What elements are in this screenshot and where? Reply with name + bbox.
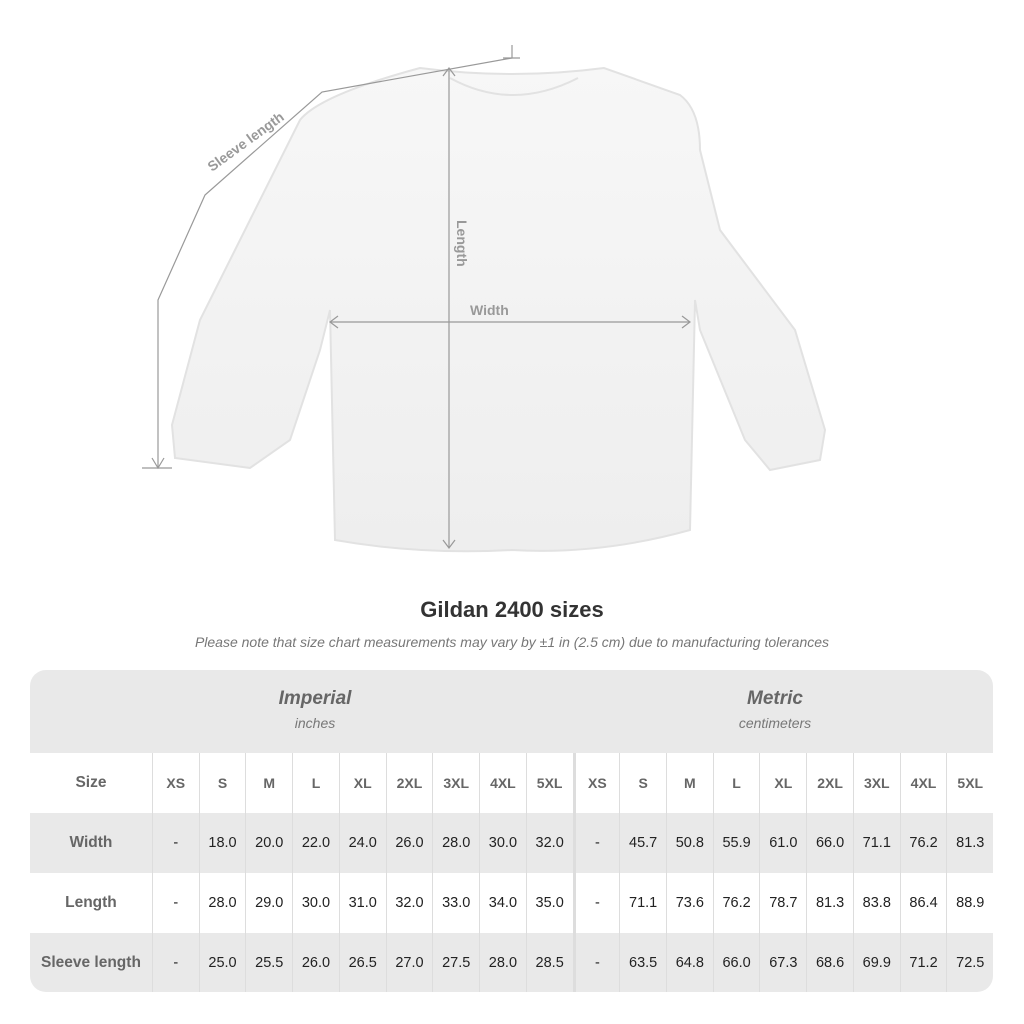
imperial-unit: inches	[294, 715, 336, 731]
imperial-cell: -	[151, 933, 199, 992]
imperial-size-3xl: 3XL	[432, 753, 479, 813]
metric-size-3xl: 3XL	[852, 753, 900, 813]
table-row: Length -28.0 29.0 30.0 31.0 32.0 33.0 34.0 35.0-…	[30, 873, 993, 933]
metric-cell: 83.8	[852, 873, 900, 933]
metric-size-m: M	[665, 753, 713, 813]
metric-cell: 81.3	[946, 813, 993, 873]
imperial-title: Imperial	[278, 688, 352, 709]
imperial-cell: -	[151, 873, 199, 933]
unit-header: Imperial inches Metric centimeters	[30, 670, 993, 753]
metric-cell: 81.3	[806, 873, 853, 933]
chart-title: Gildan 2400 sizes	[420, 597, 604, 622]
imperial-cell: 27.5	[432, 933, 479, 992]
metric-size-l: L	[712, 753, 760, 813]
metric-cell: 73.6	[665, 873, 713, 933]
metric-cell: 68.6	[806, 933, 853, 992]
metric-cell: 64.8	[665, 933, 713, 992]
imperial-header: Imperial inches	[105, 688, 525, 731]
metric-cell: 76.2	[899, 813, 947, 873]
imperial-cell: 32.0	[525, 813, 573, 873]
metric-size-5xl: 5XL	[946, 753, 993, 813]
imperial-cell: 20.0	[245, 813, 292, 873]
metric-cell: 61.0	[759, 813, 806, 873]
imperial-cell: 28.5	[525, 933, 573, 992]
imperial-cell: 30.0	[292, 873, 339, 933]
metric-cell: 66.0	[712, 933, 760, 992]
imperial-size-4xl: 4XL	[479, 753, 526, 813]
metric-cell: 72.5	[946, 933, 993, 992]
imperial-cell: 26.5	[338, 933, 386, 992]
length-label: Length	[454, 220, 470, 267]
metric-cell: 45.7	[619, 813, 666, 873]
imperial-size-l: L	[292, 753, 339, 813]
metric-cell: 50.8	[665, 813, 713, 873]
imperial-size-5xl: 5XL	[525, 753, 573, 813]
metric-cell: 63.5	[619, 933, 666, 992]
imperial-cell: 32.0	[385, 873, 433, 933]
size-header-row: Size XS S M L XL 2XL 3XL 4XL 5XL XS S M L XL 2XL 3XL 4XL 5…	[30, 753, 993, 813]
sleeve-length-label: Sleeve length	[204, 108, 286, 174]
imperial-size-xl: XL	[338, 753, 386, 813]
metric-cell: 78.7	[759, 873, 806, 933]
table-row: Width -18.0 20.0 22.0 24.0 26.0 28.0 30.0 32.0-4…	[30, 813, 993, 873]
metric-size-xl: XL	[759, 753, 806, 813]
metric-size-2xl: 2XL	[806, 753, 853, 813]
metric-cell: 71.2	[899, 933, 947, 992]
row-label: Length	[65, 894, 117, 911]
size-label: Size	[75, 774, 107, 791]
metric-header: Metric centimeters	[565, 688, 985, 731]
imperial-cell: 28.0	[432, 813, 479, 873]
metric-cell: 67.3	[759, 933, 806, 992]
imperial-cell: 18.0	[198, 813, 246, 873]
metric-cell: 88.9	[946, 873, 993, 933]
metric-size-s: S	[619, 753, 666, 813]
imperial-cell: 26.0	[292, 933, 339, 992]
metric-size-xs: XS	[572, 753, 620, 813]
metric-cell: -	[572, 873, 620, 933]
imperial-cell: 33.0	[432, 873, 479, 933]
size-table: Imperial inches Metric centimeters Size X…	[30, 670, 993, 992]
tolerance-note: Please note that size chart measurements…	[194, 634, 830, 650]
metric-title: Metric	[747, 688, 803, 709]
shirt-diagram: Sleeve length Length Width	[142, 45, 827, 553]
row-label: Width	[69, 834, 113, 851]
imperial-cell: 28.0	[479, 933, 526, 992]
metric-cell: 71.1	[852, 813, 900, 873]
imperial-size-m: M	[245, 753, 292, 813]
imperial-cell: 25.0	[198, 933, 246, 992]
metric-cell: 69.9	[852, 933, 900, 992]
imperial-cell: 24.0	[338, 813, 386, 873]
table-row: Sleeve length -25.0 25.5 26.0 26.5 27.0 27.5 28…	[30, 933, 993, 992]
width-label: Width	[470, 302, 509, 318]
imperial-cell: 29.0	[245, 873, 292, 933]
imperial-cell: 25.5	[245, 933, 292, 992]
metric-cell: -	[572, 933, 620, 992]
metric-unit: centimeters	[738, 715, 812, 731]
imperial-cell: 27.0	[385, 933, 433, 992]
metric-cell: 76.2	[712, 873, 760, 933]
imperial-cell: 30.0	[479, 813, 526, 873]
metric-cell: 55.9	[712, 813, 760, 873]
imperial-size-2xl: 2XL	[385, 753, 433, 813]
imperial-cell: 31.0	[338, 873, 386, 933]
metric-cell: 86.4	[899, 873, 947, 933]
measure-lines	[142, 45, 691, 549]
imperial-cell: 34.0	[479, 873, 526, 933]
metric-size-4xl: 4XL	[899, 753, 947, 813]
row-label: Sleeve length	[40, 954, 141, 971]
metric-cell: 66.0	[806, 813, 853, 873]
metric-cell: -	[572, 813, 620, 873]
imperial-cell: 22.0	[292, 813, 339, 873]
imperial-cell: 26.0	[385, 813, 433, 873]
shirt-body	[170, 66, 827, 553]
imperial-cell: -	[151, 813, 199, 873]
metric-cell: 71.1	[619, 873, 666, 933]
imperial-cell: 28.0	[198, 873, 246, 933]
imperial-cell: 35.0	[525, 873, 573, 933]
imperial-size-s: S	[198, 753, 246, 813]
imperial-size-xs: XS	[151, 753, 199, 813]
